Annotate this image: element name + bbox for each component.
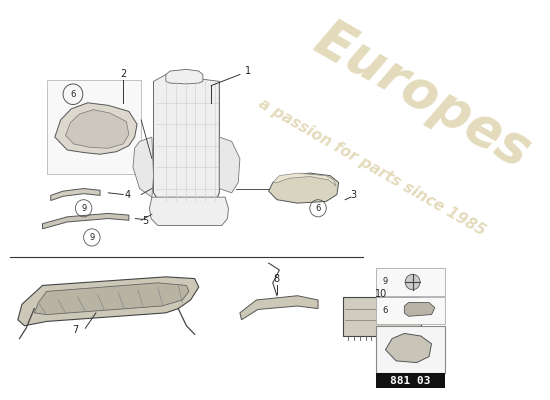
Polygon shape: [150, 197, 228, 226]
Polygon shape: [269, 173, 339, 203]
Polygon shape: [404, 302, 435, 316]
Bar: [376, 268, 446, 296]
Polygon shape: [55, 103, 137, 154]
Text: 8: 8: [274, 274, 280, 284]
Text: 1: 1: [245, 66, 251, 76]
Text: 6: 6: [315, 204, 321, 213]
Polygon shape: [166, 69, 203, 84]
Text: 6: 6: [383, 306, 388, 315]
Bar: [47, 80, 141, 174]
Bar: [376, 296, 446, 324]
Circle shape: [405, 274, 420, 290]
Polygon shape: [51, 188, 100, 200]
Polygon shape: [153, 74, 219, 208]
Text: 5: 5: [142, 216, 149, 226]
Polygon shape: [34, 283, 189, 314]
Text: 6: 6: [70, 90, 76, 99]
Polygon shape: [133, 137, 153, 197]
Bar: [376, 326, 446, 373]
Polygon shape: [18, 277, 199, 326]
Text: 4: 4: [124, 190, 130, 200]
Text: 3: 3: [350, 190, 356, 200]
Bar: [376, 373, 446, 388]
Polygon shape: [219, 137, 240, 193]
Polygon shape: [386, 334, 432, 362]
Text: Europes: Europes: [306, 13, 540, 178]
FancyBboxPatch shape: [343, 298, 421, 336]
Polygon shape: [273, 173, 336, 186]
Text: 10: 10: [375, 289, 388, 299]
Text: 9: 9: [89, 233, 95, 242]
Text: 7: 7: [72, 325, 79, 335]
Text: 9: 9: [383, 278, 388, 286]
Polygon shape: [65, 110, 129, 148]
Text: 2: 2: [120, 70, 127, 80]
Polygon shape: [42, 214, 129, 229]
Text: a passion for parts since 1985: a passion for parts since 1985: [256, 96, 488, 239]
Text: 881 03: 881 03: [390, 376, 431, 386]
Text: 9: 9: [81, 204, 86, 213]
Polygon shape: [240, 296, 318, 320]
